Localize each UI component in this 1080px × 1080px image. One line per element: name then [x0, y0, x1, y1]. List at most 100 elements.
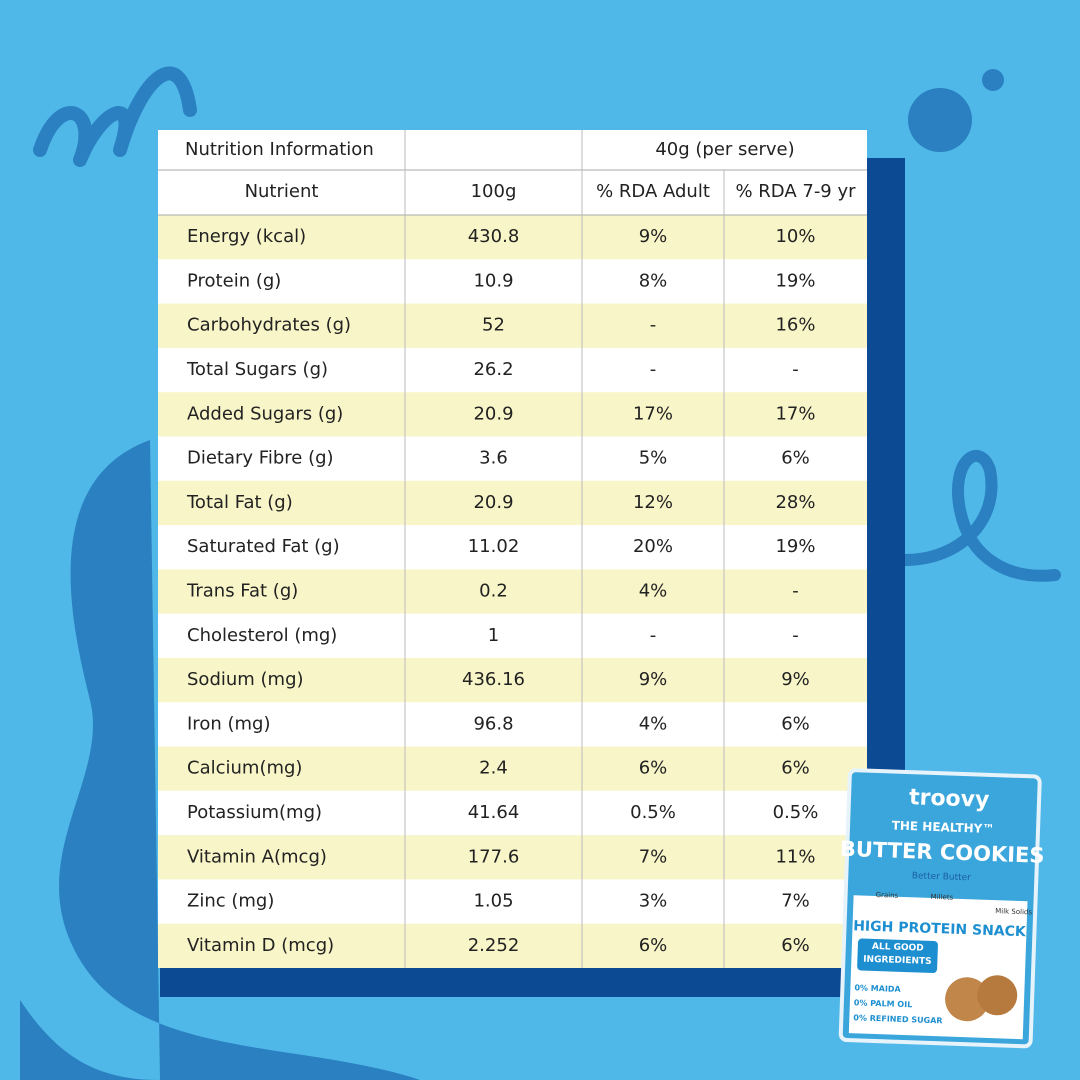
scribble	[33, 66, 197, 167]
cell: Cholesterol (mg)	[187, 625, 337, 646]
cell: 6%	[781, 448, 810, 469]
cell: 11%	[775, 846, 815, 867]
column-header: % RDA Adult	[596, 181, 710, 202]
row-bg	[158, 215, 867, 260]
line: THE HEALTHY™	[891, 818, 994, 836]
cell: 19%	[775, 536, 815, 557]
cell: Vitamin D (mcg)	[187, 935, 334, 956]
cell: 12%	[633, 492, 673, 513]
cell: 3.6	[479, 448, 508, 469]
row-bg	[158, 392, 867, 437]
package: troovy THE HEALTHY™ BUTTER COOKIES Bette…	[838, 768, 1045, 1049]
serve-header: 40g (per serve)	[655, 139, 794, 160]
cell: Sodium (mg)	[187, 669, 304, 690]
cell: 11.02	[468, 536, 520, 557]
column-header: 100g	[471, 181, 517, 202]
cell: 20.9	[473, 403, 513, 424]
nutrition-table: Energy (kcal) 430.8 9% 10% Protein (g) 10.9 8%…	[158, 130, 867, 968]
cell: Potassium(mg)	[187, 802, 322, 823]
cell: Zinc (mg)	[187, 891, 274, 912]
cell: 17%	[775, 403, 815, 424]
cell: 5%	[639, 448, 668, 469]
cell: 20%	[633, 536, 673, 557]
cell: 1.05	[473, 891, 513, 912]
cell: 19%	[775, 270, 815, 291]
cell: 6%	[781, 758, 810, 779]
cell: Vitamin A(mcg)	[187, 846, 327, 867]
cell: Protein (g)	[187, 270, 281, 291]
cell: -	[792, 359, 799, 380]
cell: Total Fat (g)	[186, 492, 293, 513]
brand: troovy	[909, 785, 990, 813]
row-bg	[158, 569, 867, 614]
cell: Trans Fat (g)	[186, 581, 298, 602]
row-bg	[158, 923, 867, 968]
cell: 436.16	[462, 669, 525, 690]
cell: 6%	[639, 935, 668, 956]
cell: -	[650, 625, 657, 646]
cell: Saturated Fat (g)	[187, 536, 340, 557]
badge: ALL GOOD	[872, 942, 924, 954]
cell: 4%	[639, 713, 668, 734]
cell: Total Sugars (g)	[186, 359, 328, 380]
scribble	[899, 450, 1061, 582]
cell: 0.5%	[630, 802, 676, 823]
cell: 8%	[639, 270, 668, 291]
cell: -	[650, 359, 657, 380]
cell: Iron (mg)	[187, 713, 270, 734]
icon-label: Grains	[876, 891, 899, 900]
free-from: 0% MAIDA	[854, 983, 901, 994]
cell: 96.8	[473, 713, 513, 734]
row-bg	[158, 746, 867, 791]
cell: 2.252	[468, 935, 520, 956]
cell: 430.8	[468, 226, 520, 247]
icon-label: Milk Solids	[995, 907, 1033, 916]
row-bg	[158, 835, 867, 880]
cell: 41.64	[468, 802, 520, 823]
column-header: % RDA 7-9 yr	[735, 181, 856, 202]
cell: 7%	[781, 891, 810, 912]
dot	[908, 88, 972, 152]
cell: 177.6	[468, 846, 520, 867]
table-title: Nutrition Information	[185, 139, 374, 160]
row-bg	[158, 657, 867, 703]
cell: Energy (kcal)	[187, 226, 306, 247]
cell: 6%	[639, 758, 668, 779]
badge: INGREDIENTS	[863, 955, 932, 967]
cell: 6%	[781, 713, 810, 734]
claim: HIGH PROTEIN SNACK	[853, 918, 1027, 940]
cell: 28%	[775, 492, 815, 513]
free-from: 0% PALM OIL	[854, 998, 913, 1009]
cell: Added Sugars (g)	[187, 403, 343, 424]
cell: 26.2	[473, 359, 513, 380]
cell: 9%	[639, 226, 668, 247]
cell: -	[792, 581, 799, 602]
cell: 9%	[781, 669, 810, 690]
cell: 1	[488, 625, 499, 646]
cell: 10%	[775, 226, 815, 247]
cell: Carbohydrates (g)	[187, 315, 351, 336]
cell: Dietary Fibre (g)	[187, 448, 334, 469]
row-bg	[158, 480, 867, 526]
tagline: Better Butter	[912, 871, 972, 883]
row-bg	[158, 303, 867, 348]
icon-label: Millets	[930, 893, 953, 902]
cell: -	[650, 315, 657, 336]
cell: 0.5%	[773, 802, 819, 823]
cell: Calcium(mg)	[187, 758, 302, 779]
cell: 17%	[633, 403, 673, 424]
cell: 0.2	[479, 581, 508, 602]
cell: 7%	[639, 846, 668, 867]
cell: 20.9	[473, 492, 513, 513]
cell: 4%	[639, 581, 668, 602]
cell: 16%	[775, 315, 815, 336]
dot	[982, 69, 1004, 91]
cell: 6%	[781, 935, 810, 956]
cell: 10.9	[473, 270, 513, 291]
cell: -	[792, 625, 799, 646]
column-header: Nutrient	[245, 181, 319, 202]
free-from: 0% REFINED SUGAR	[853, 1013, 942, 1025]
blob	[20, 440, 420, 1080]
